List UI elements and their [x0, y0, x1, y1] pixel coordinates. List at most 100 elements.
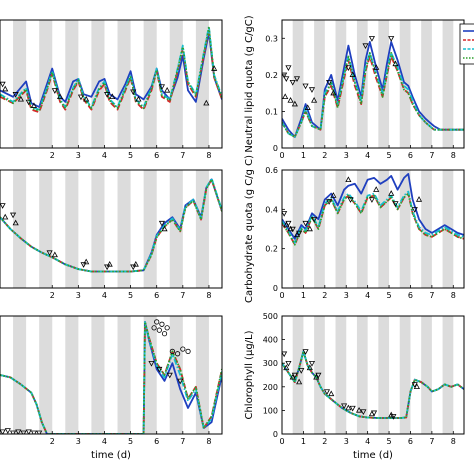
observation-point — [109, 93, 116, 99]
x-tick-label: 4 — [365, 291, 370, 300]
night-band — [292, 170, 304, 288]
x-tick-label: 0 — [279, 437, 284, 446]
x-tick-label: 2 — [50, 437, 55, 446]
night-band — [143, 316, 157, 434]
y-tick-label: 200 — [263, 383, 278, 392]
observation-point — [25, 99, 32, 106]
y-tick-label: 0 — [273, 430, 278, 439]
y-tick-label: 100 — [263, 406, 278, 415]
x-tick-label: 3 — [344, 291, 349, 300]
plot-frame — [281, 169, 465, 289]
y-tick-label: 0.1 — [265, 107, 278, 116]
observation-point — [161, 225, 168, 232]
observation-point — [289, 79, 296, 86]
observation-point — [20, 430, 27, 434]
x-tick-label: 2 — [50, 151, 55, 160]
observation-point — [156, 327, 162, 333]
x-tick-label: 5 — [387, 151, 392, 160]
series-line-1 — [0, 31, 222, 108]
x-tick-label: 7 — [429, 151, 434, 160]
night-band — [39, 20, 53, 148]
observation-point — [373, 64, 380, 70]
observation-point — [132, 260, 139, 267]
series-line-3 — [282, 350, 464, 419]
observation-point — [282, 211, 288, 217]
x-tick-label: 4 — [102, 291, 107, 300]
observation-point — [177, 378, 184, 385]
x-tick-label: 8 — [451, 437, 456, 446]
observation-point — [345, 65, 352, 71]
observation-point — [9, 430, 17, 434]
x-tick-label: 1 — [301, 437, 306, 446]
x-tick-label: 6 — [154, 151, 159, 160]
observation-point — [159, 321, 165, 327]
observation-point — [80, 262, 87, 268]
x-tick-label: 5 — [387, 291, 392, 300]
observation-point — [356, 406, 363, 413]
observation-point — [17, 95, 24, 102]
observation-point — [2, 85, 9, 92]
observation-point — [9, 212, 17, 219]
observation-point — [0, 203, 6, 209]
night-band — [335, 316, 347, 434]
observation-point — [2, 213, 9, 220]
observation-point — [330, 89, 337, 96]
observation-point — [287, 97, 294, 103]
x-axis-label: time (d) — [353, 450, 393, 461]
x-tick-label: 2 — [322, 291, 327, 300]
observation-point — [83, 95, 90, 102]
panel-right-bottom: 0 1 2 3 4 5 6 7 8 0 100 200 300 400 500 Chlorophyll (μg… — [244, 312, 465, 461]
observation-point — [30, 102, 38, 108]
observation-point — [388, 411, 395, 418]
observation-point — [12, 92, 19, 98]
observation-point — [306, 225, 313, 232]
observation-point — [341, 403, 348, 410]
observation-point — [203, 99, 210, 106]
night-band — [378, 170, 390, 288]
observation-point — [30, 430, 38, 434]
y-tick-label: 400 — [263, 336, 278, 345]
observation-point — [154, 319, 160, 325]
night-band — [13, 316, 27, 434]
observation-point — [302, 220, 309, 227]
series-line-3 — [282, 190, 464, 244]
series-line-1 — [0, 178, 222, 273]
plot-frame — [281, 315, 465, 435]
x-tick-label: 2 — [322, 437, 327, 446]
observation-point — [211, 65, 218, 71]
night-band — [399, 316, 411, 434]
y-axis-label: Chlorophyll (μg/L) — [244, 330, 255, 419]
observation-point — [283, 76, 290, 82]
y-tick-label: 0.6 — [265, 166, 278, 175]
x-tick-label: 6 — [408, 291, 413, 300]
observation-point — [368, 36, 376, 42]
x-tick-label: 7 — [429, 291, 434, 300]
panel-left-top: 2 3 4 5 6 7 8 — [0, 19, 223, 160]
observation-point — [291, 372, 298, 379]
observation-point — [413, 383, 420, 390]
x-tick-label: 7 — [180, 437, 185, 446]
observation-point — [411, 382, 418, 388]
observation-point — [308, 87, 316, 93]
night-band — [356, 316, 368, 434]
observation-point — [283, 221, 290, 228]
x-tick-label: 8 — [451, 151, 456, 160]
panel-right-top: 0 1 2 3 4 5 6 7 8 0 0.1 0.2 0.3 Neutral lipid quota (… — [244, 15, 474, 160]
x-tick-label: 6 — [154, 437, 159, 446]
observation-point — [15, 429, 22, 434]
observation-point — [46, 250, 53, 257]
observation-point — [282, 93, 289, 99]
plot-frame — [0, 19, 223, 149]
observation-point — [330, 192, 337, 198]
plot-frame — [0, 315, 223, 435]
observation-point — [345, 404, 352, 411]
y-tick-label: 0.3 — [265, 34, 278, 43]
x-tick-label: 2 — [50, 291, 55, 300]
observation-point — [415, 196, 423, 202]
observation-point — [289, 226, 296, 233]
x-tick-label: 0 — [279, 151, 284, 160]
x-tick-label: 6 — [408, 151, 413, 160]
night-band — [91, 316, 105, 434]
observation-point — [313, 373, 320, 380]
